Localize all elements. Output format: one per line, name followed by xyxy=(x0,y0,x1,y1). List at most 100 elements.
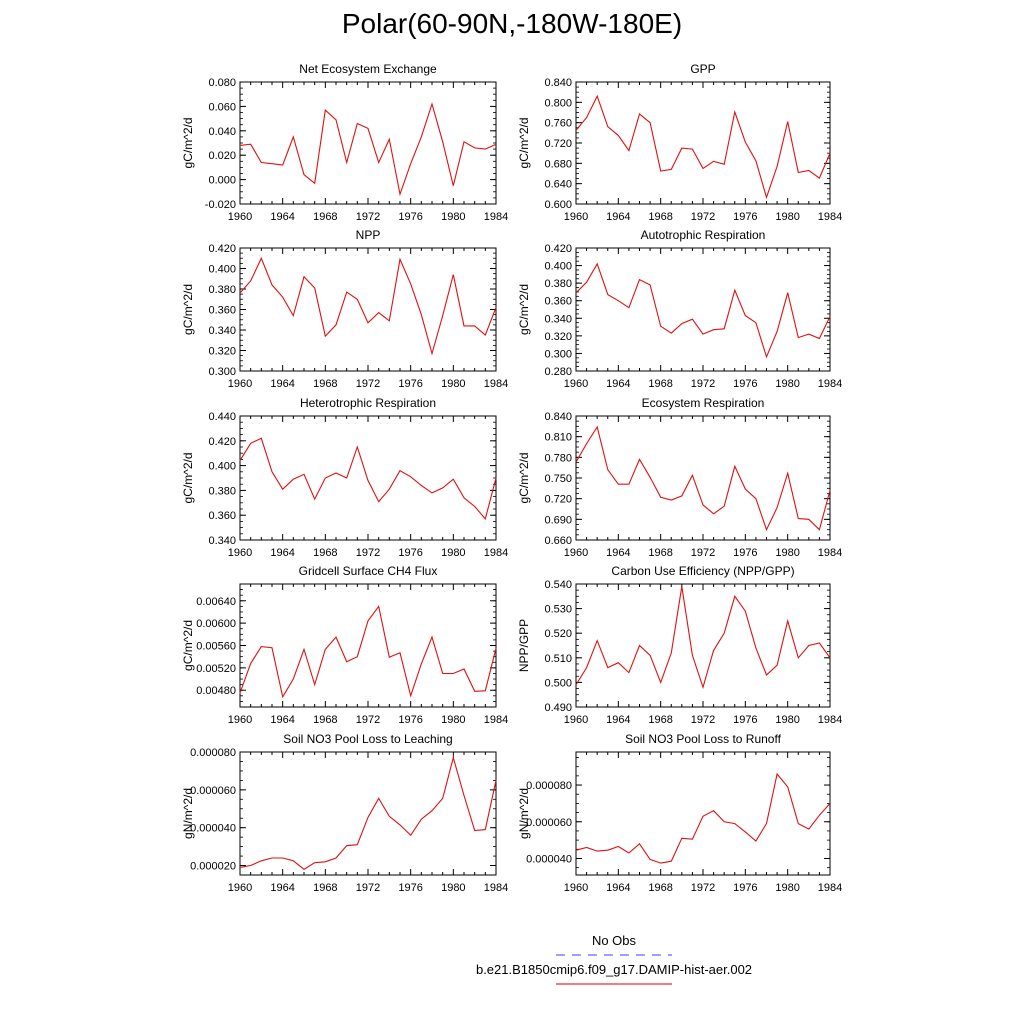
x-tick-label: 1964 xyxy=(606,547,630,559)
y-tick-label: 0.840 xyxy=(544,77,572,89)
panel-5: Ecosystem Respiration gC/m^2/d 1960 1964 196… xyxy=(517,396,842,559)
y-tick-label: 0.810 xyxy=(544,432,572,444)
y-axis-label: gC/m^2/d xyxy=(517,453,531,504)
y-tick-label: 0.420 xyxy=(208,243,236,255)
x-tick-label: 1960 xyxy=(228,211,252,223)
panel-title: GPP xyxy=(690,62,715,76)
series-line xyxy=(575,262,831,359)
y-axis-label: NPP/GPP xyxy=(517,619,531,672)
x-tick-label: 1960 xyxy=(564,882,588,894)
y-tick-label: 0.360 xyxy=(208,510,236,522)
y-axis-label: gC/m^2/d xyxy=(181,284,195,335)
y-tick-label: 0.660 xyxy=(544,535,572,547)
series-line xyxy=(575,772,831,864)
x-tick-label: 1972 xyxy=(356,378,380,390)
y-tick-label: 0.500 xyxy=(544,677,572,689)
y-tick-label: 0.000040 xyxy=(526,853,572,865)
x-tick-label: 1972 xyxy=(356,211,380,223)
y-tick-label: 0.800 xyxy=(544,97,572,109)
panel-title: Soil NO3 Pool Loss to Runoff xyxy=(625,732,782,746)
panel-title: NPP xyxy=(356,228,381,242)
x-tick-label: 1984 xyxy=(484,882,508,894)
x-tick-label: 1976 xyxy=(398,882,422,894)
x-tick-label: 1976 xyxy=(733,714,757,726)
x-tick-label: 1984 xyxy=(484,211,508,223)
y-tick-label: 0.360 xyxy=(208,305,236,317)
y-tick-label: 0.060 xyxy=(208,101,236,113)
x-tick-label: 1964 xyxy=(270,547,294,559)
y-tick-label: 0.680 xyxy=(544,158,572,170)
series-line xyxy=(239,605,497,699)
x-tick-label: 1960 xyxy=(564,378,588,390)
y-tick-label: 0.360 xyxy=(544,296,572,308)
y-tick-label: 0.300 xyxy=(544,348,572,360)
y-tick-label: 0.080 xyxy=(208,77,236,89)
x-tick-label: 1976 xyxy=(398,547,422,559)
panel-8: Soil NO3 Pool Loss to Leaching gN/m^2/d 19… xyxy=(181,732,508,894)
y-axis-label: gN/m^2/d xyxy=(517,788,531,839)
plot-frame xyxy=(239,751,497,876)
plot-frame xyxy=(239,415,497,541)
x-tick-label: 1964 xyxy=(606,378,630,390)
x-tick-label: 1976 xyxy=(398,378,422,390)
y-tick-label: 0.00600 xyxy=(196,618,236,630)
y-tick-label: 0.000080 xyxy=(526,780,572,792)
x-tick-label: 1972 xyxy=(691,882,715,894)
y-tick-label: 0.000 xyxy=(208,175,236,187)
x-tick-label: 1980 xyxy=(775,714,799,726)
x-tick-label: 1976 xyxy=(733,211,757,223)
series-line xyxy=(575,586,831,690)
x-tick-label: 1980 xyxy=(775,378,799,390)
y-tick-label: 0.040 xyxy=(208,126,236,138)
series-line xyxy=(239,755,497,870)
x-tick-label: 1968 xyxy=(648,378,672,390)
y-tick-label: 0.540 xyxy=(544,579,572,591)
y-tick-label: 0.00640 xyxy=(196,596,236,608)
panel-6: Gridcell Surface CH4 Flux gC/m^2/d 1960 196… xyxy=(181,564,508,726)
y-tick-label: 0.300 xyxy=(208,366,236,378)
y-tick-label: 0.720 xyxy=(544,494,572,506)
x-tick-label: 1964 xyxy=(606,714,630,726)
y-tick-label: 0.340 xyxy=(544,313,572,325)
y-tick-label: 0.000080 xyxy=(190,747,236,759)
y-tick-label: 0.840 xyxy=(544,411,572,423)
x-tick-label: 1964 xyxy=(270,211,294,223)
y-tick-label: 0.490 xyxy=(544,702,572,714)
x-tick-label: 1972 xyxy=(691,211,715,223)
plot-frame xyxy=(239,583,497,708)
y-tick-label: 0.000060 xyxy=(526,817,572,829)
x-tick-label: 1972 xyxy=(691,547,715,559)
y-tick-label: 0.400 xyxy=(544,261,572,273)
x-tick-label: 1980 xyxy=(441,547,465,559)
panel-0: Net Ecosystem Exchange gC/m^2/d 1960 1964 19… xyxy=(181,62,508,223)
series-line xyxy=(575,94,831,200)
x-tick-label: 1980 xyxy=(441,378,465,390)
plot-frame xyxy=(239,247,497,372)
y-tick-label: 0.380 xyxy=(208,284,236,296)
y-tick-label: 0.400 xyxy=(208,264,236,276)
x-tick-label: 1964 xyxy=(270,378,294,390)
legend-label-model: b.e21.B1850cmip6.f09_g17.DAMIP-hist-aer.… xyxy=(475,962,753,977)
plot-frame xyxy=(239,81,497,205)
y-axis-label: gC/m^2/d xyxy=(181,453,195,504)
plot-frame xyxy=(575,751,831,876)
x-tick-label: 1960 xyxy=(228,378,252,390)
panel-title: Gridcell Surface CH4 Flux xyxy=(299,564,438,578)
series-line xyxy=(575,425,831,532)
y-axis-label: gC/m^2/d xyxy=(181,620,195,671)
x-tick-label: 1968 xyxy=(648,882,672,894)
panel-title: Autotrophic Respiration xyxy=(641,228,766,242)
y-tick-label: 0.640 xyxy=(544,179,572,191)
panel-3: Autotrophic Respiration gC/m^2/d 1960 1964 1… xyxy=(517,228,842,390)
x-tick-label: 1984 xyxy=(484,378,508,390)
y-tick-label: 0.420 xyxy=(208,436,236,448)
x-tick-label: 1964 xyxy=(270,714,294,726)
x-tick-label: 1968 xyxy=(313,714,337,726)
x-tick-label: 1976 xyxy=(733,378,757,390)
y-tick-label: 0.00480 xyxy=(196,685,236,697)
y-tick-label: 0.440 xyxy=(208,411,236,423)
figure-title: Polar(60-90N,-180W-180E) xyxy=(341,8,683,39)
x-tick-label: 1984 xyxy=(818,714,842,726)
y-tick-label: 0.520 xyxy=(544,628,572,640)
y-tick-label: 0.280 xyxy=(544,366,572,378)
